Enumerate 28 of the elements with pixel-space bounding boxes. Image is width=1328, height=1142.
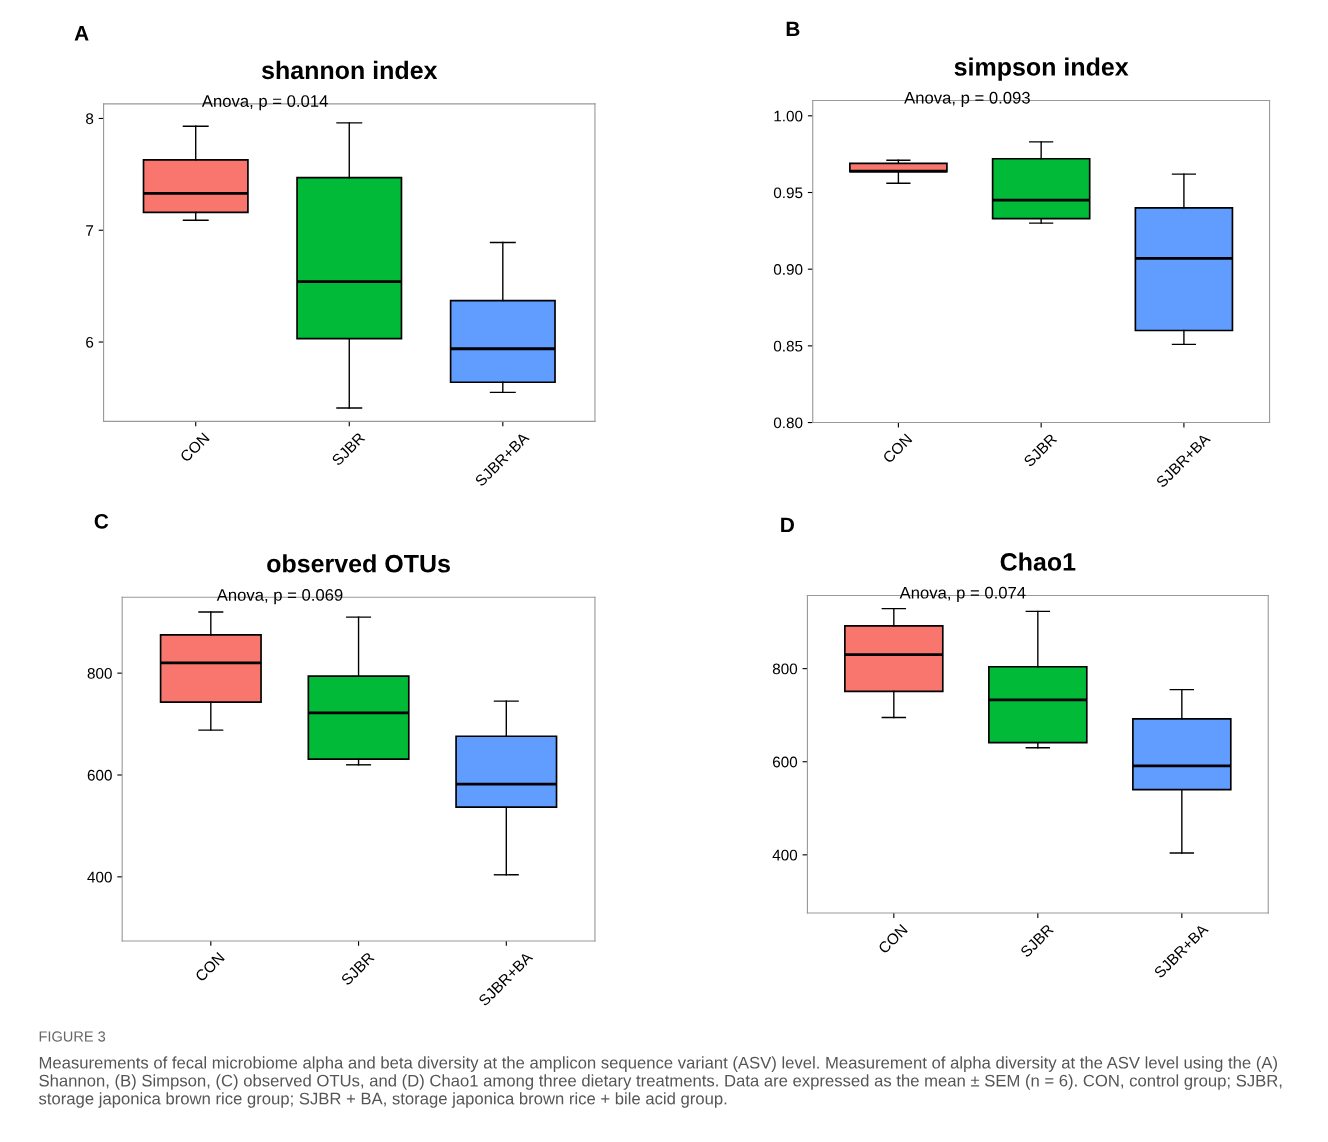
chart-title: Chao1 xyxy=(1000,552,1076,571)
chart-title: observed OTUs xyxy=(267,554,450,573)
chart-title: shannon index xyxy=(261,60,438,80)
text: D xyxy=(781,517,794,533)
text: A xyxy=(74,26,89,41)
y-tick-label: 600 xyxy=(87,769,112,781)
y-tick-label: 600 xyxy=(772,756,798,768)
y-tick-label: 0.80 xyxy=(773,417,803,429)
y-tick-label: 0.90 xyxy=(773,264,803,275)
annotation: Anova, p = 0.074 xyxy=(899,586,1026,602)
text: B xyxy=(786,21,800,37)
annotation: Anova, p = 0.069 xyxy=(216,589,343,605)
y-tick-label: 400 xyxy=(87,871,112,883)
text: Measurements of fecal microbiome alpha and beta diversity at the amplicon sequence variant (ASV) level. Measurement of alpha diversity at the ASV level using the (A) Shannon, (B) Simpson, (C) observed OTUs, and (D) Chao1 among three dietary treatments. Data are expressed as the mean ± SEM (n = 6). CON, control group; SJBR, storage japonica brown rice group; SJBR + BA, storage japonica brown rice + bile acid group. xyxy=(38,1056,1282,1108)
y-tick-label: 400 xyxy=(772,849,798,861)
y-tick-label: 800 xyxy=(87,668,112,679)
y-tick-label: 0.85 xyxy=(773,340,803,352)
y-tick-label: 1.00 xyxy=(774,110,803,122)
annotation: Anova, p = 0.014 xyxy=(201,95,328,111)
y-tick-label: 0.95 xyxy=(773,187,803,199)
y-tick-label: 8 xyxy=(86,113,94,125)
text: C xyxy=(94,513,109,529)
caption: FIGURE 3 xyxy=(39,1031,106,1042)
y-tick-label: 800 xyxy=(772,663,798,675)
annotation: Anova, p = 0.093 xyxy=(904,91,1030,107)
chart-title: simpson index xyxy=(954,57,1129,81)
y-tick-label: 7 xyxy=(86,225,94,236)
y-tick-label: 6 xyxy=(86,336,94,348)
